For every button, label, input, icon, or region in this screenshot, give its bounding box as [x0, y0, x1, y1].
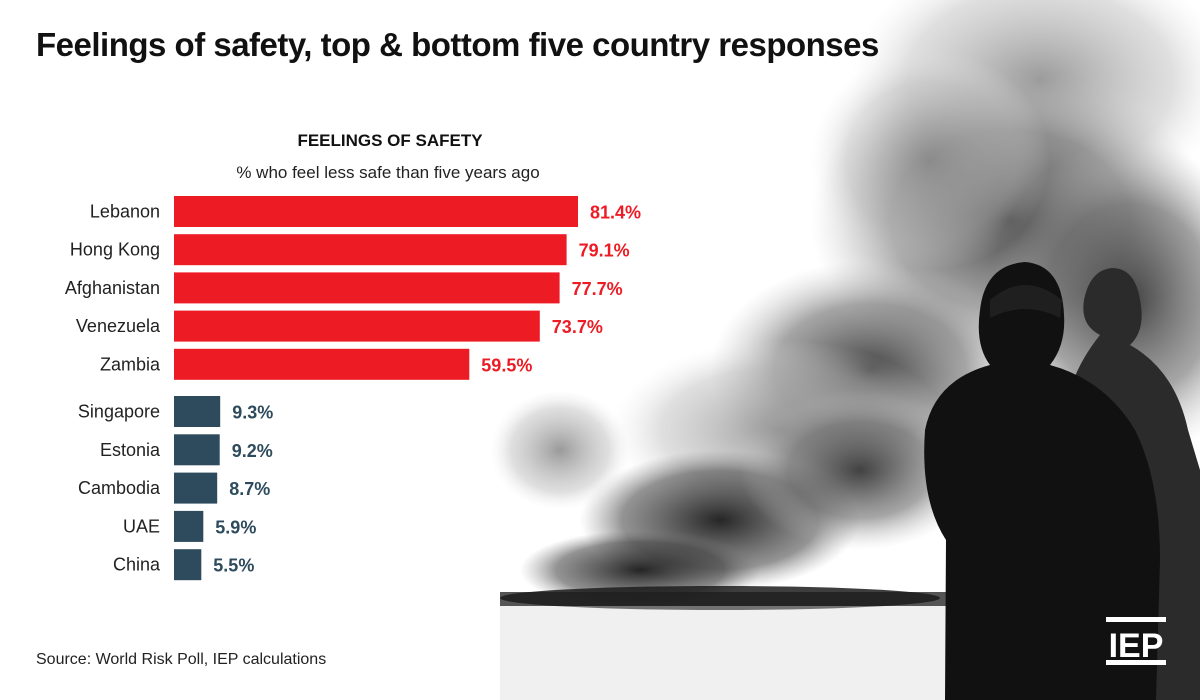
bar-venezuela	[174, 310, 540, 342]
background-photo: IEP	[490, 0, 1200, 700]
bar-series: Lebanon 81.4% Hong Kong 79.1% Afghanistan 77.…	[65, 196, 641, 581]
bar-cambodia	[174, 472, 218, 504]
category-label-estonia: Estonia	[100, 440, 161, 460]
value-label-uae: 5.9%	[215, 517, 256, 537]
bar-singapore	[174, 396, 221, 427]
category-label-lebanon: Lebanon	[90, 202, 160, 222]
bar-zambia	[174, 348, 470, 380]
bar-afghanistan	[174, 272, 560, 304]
bar-estonia	[174, 434, 220, 466]
value-label-venezuela: 73.7%	[552, 317, 603, 337]
category-label-china: China	[113, 555, 161, 575]
value-label-cambodia: 8.7%	[229, 479, 270, 499]
chart-subtitle: % who feel less safe than five years ago	[236, 163, 539, 182]
category-label-venezuela: Venezuela	[76, 316, 161, 336]
value-label-singapore: 9.3%	[232, 403, 273, 423]
value-label-afghanistan: 77.7%	[572, 279, 623, 299]
bar-china	[174, 549, 202, 581]
category-label-singapore: Singapore	[78, 402, 160, 422]
figures-silhouette	[924, 262, 1200, 700]
category-label-hong-kong: Hong Kong	[70, 240, 160, 260]
bar-uae	[174, 510, 204, 542]
value-label-estonia: 9.2%	[232, 441, 273, 461]
svg-text:IEP: IEP	[1109, 627, 1164, 665]
iep-logo: IEP	[1106, 617, 1166, 665]
value-label-zambia: 59.5%	[481, 355, 532, 375]
page-title: Feelings of safety, top & bottom five co…	[36, 26, 879, 63]
category-label-afghanistan: Afghanistan	[65, 278, 160, 298]
bar-lebanon	[174, 196, 578, 227]
bar-hong-kong	[174, 234, 567, 266]
value-label-lebanon: 81.4%	[590, 203, 641, 223]
chart-title: FEELINGS OF SAFETY	[297, 131, 483, 150]
category-label-zambia: Zambia	[100, 354, 161, 374]
category-label-cambodia: Cambodia	[78, 478, 161, 498]
value-label-hong-kong: 79.1%	[579, 241, 630, 261]
value-label-china: 5.5%	[213, 556, 254, 576]
category-label-uae: UAE	[123, 516, 160, 536]
source-note: Source: World Risk Poll, IEP calculation…	[36, 651, 327, 668]
